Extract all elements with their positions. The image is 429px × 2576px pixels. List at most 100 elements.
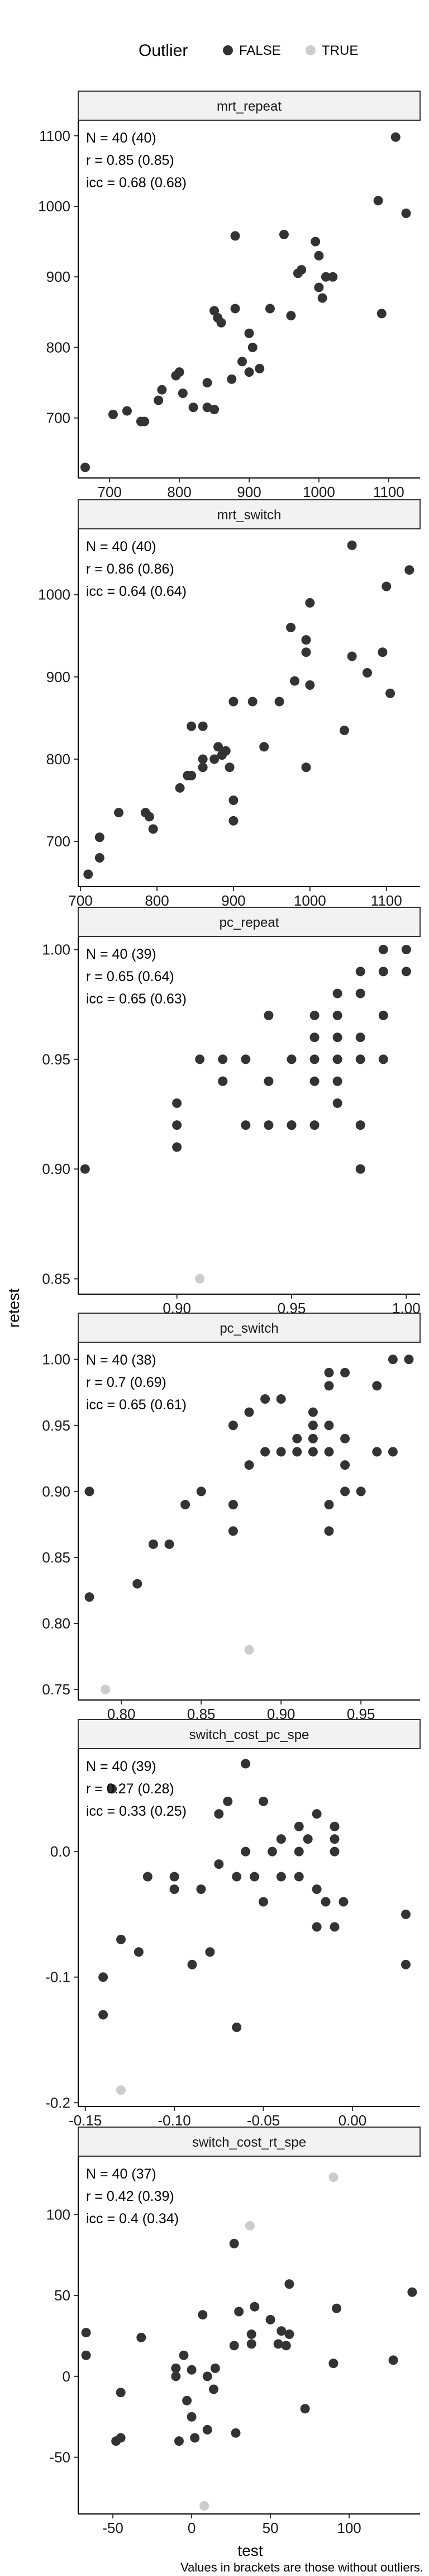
data-point <box>116 1934 126 1944</box>
data-point <box>276 1394 286 1404</box>
x-tick-label: -0.05 <box>247 2112 280 2129</box>
panel-strip <box>78 499 421 529</box>
data-point <box>171 2371 181 2381</box>
panel-title: switch_cost_rt_spe <box>192 2135 306 2150</box>
data-point <box>136 2332 146 2342</box>
data-point <box>179 2350 189 2360</box>
data-point <box>247 342 258 352</box>
data-point <box>157 385 167 395</box>
data-point <box>241 1759 251 1769</box>
data-point <box>401 1959 411 1969</box>
data-point <box>407 2287 417 2297</box>
data-point <box>116 2388 126 2398</box>
data-point <box>356 1486 366 1497</box>
data-point <box>80 462 90 472</box>
data-point <box>292 1447 302 1457</box>
data-point <box>289 676 299 686</box>
data-point <box>330 1834 340 1844</box>
data-point <box>83 869 93 879</box>
data-point <box>231 2428 241 2438</box>
panel-strip <box>78 907 421 937</box>
y-tick-label: 1100 <box>39 127 70 144</box>
panel-switch_cost_rt_spe: switch_cost_rt_spe -50 0 50 100 -50 0 50 100 N = … <box>46 2127 421 2536</box>
data-point <box>311 236 321 247</box>
y-tick-label: 900 <box>46 268 70 285</box>
data-point <box>241 1054 251 1064</box>
data-point <box>390 132 401 142</box>
data-point <box>355 967 365 977</box>
data-point <box>274 697 284 707</box>
data-point <box>144 812 154 822</box>
data-point <box>202 2425 212 2435</box>
legend-label-false: FALSE <box>239 43 281 58</box>
y-tick-label: 100 <box>46 2206 70 2223</box>
data-point <box>355 1120 365 1130</box>
data-point <box>187 721 197 731</box>
data-point <box>404 565 414 575</box>
y-tick-label: 1000 <box>38 586 70 603</box>
data-point <box>324 1447 334 1457</box>
stat-line: icc = 0.68 (0.68) <box>86 175 187 191</box>
data-point <box>314 282 324 292</box>
data-point <box>84 1486 94 1497</box>
data-point <box>237 357 247 367</box>
data-point <box>330 1821 340 1831</box>
stat-line: N = 40 (38) <box>86 1352 156 1368</box>
data-point <box>328 272 338 282</box>
y-tick-label: 0.90 <box>42 1483 70 1500</box>
data-point <box>355 1033 365 1043</box>
y-tick-label: 900 <box>46 669 70 685</box>
data-point <box>98 1972 108 1982</box>
data-point <box>241 1846 251 1857</box>
panel-title: pc_switch <box>220 1321 278 1336</box>
data-point <box>363 667 373 678</box>
data-point <box>378 647 388 657</box>
data-point <box>202 378 212 388</box>
stat-line: r = 0.27 (0.28) <box>86 1781 174 1797</box>
x-tick-label: 100 <box>337 2520 361 2536</box>
data-point <box>230 231 240 241</box>
data-point <box>232 2023 242 2033</box>
stat-line: r = 0.85 (0.85) <box>86 153 174 168</box>
panel-switch_cost_pc_spe: switch_cost_pc_spe -0.2 -0.1 0.0 -0.15 -0.10 -… <box>45 1719 421 2129</box>
data-point <box>340 1460 350 1470</box>
y-tick-label: 0.0 <box>50 1843 70 1860</box>
data-point <box>293 268 303 278</box>
data-point <box>308 1407 318 1417</box>
data-point <box>229 2238 239 2248</box>
data-point <box>314 250 324 261</box>
data-point <box>172 1120 182 1130</box>
data-point <box>332 1054 342 1064</box>
caption: Values in brackets are those without out… <box>180 2560 423 2574</box>
data-point <box>264 1120 274 1130</box>
data-point <box>309 1033 320 1043</box>
stat-line: r = 0.65 (0.64) <box>86 969 174 984</box>
data-point <box>80 1164 90 1174</box>
data-point <box>114 808 124 818</box>
data-point <box>196 1486 206 1497</box>
x-axis-label: test <box>237 2542 263 2559</box>
data-point <box>308 1447 318 1457</box>
data-point <box>378 1010 388 1020</box>
x-tick-label: 1100 <box>371 892 402 909</box>
data-point <box>225 763 235 773</box>
y-tick-label: 0.75 <box>42 1681 70 1698</box>
data-point <box>214 1809 224 1819</box>
data-point <box>241 1120 251 1130</box>
data-point <box>332 1098 342 1108</box>
data-point <box>84 1592 94 1602</box>
data-point <box>330 1922 340 1932</box>
data-point <box>332 2303 342 2313</box>
data-point <box>171 371 181 381</box>
panel-strip <box>78 1313 421 1343</box>
y-tick-label: 50 <box>54 2287 70 2304</box>
data-point <box>209 2384 219 2394</box>
data-point <box>94 832 104 842</box>
data-point <box>210 2363 220 2373</box>
data-point <box>230 304 240 314</box>
outlier-point <box>101 1684 111 1694</box>
data-point <box>312 1809 322 1819</box>
data-point <box>340 1486 350 1497</box>
data-point <box>216 318 226 328</box>
